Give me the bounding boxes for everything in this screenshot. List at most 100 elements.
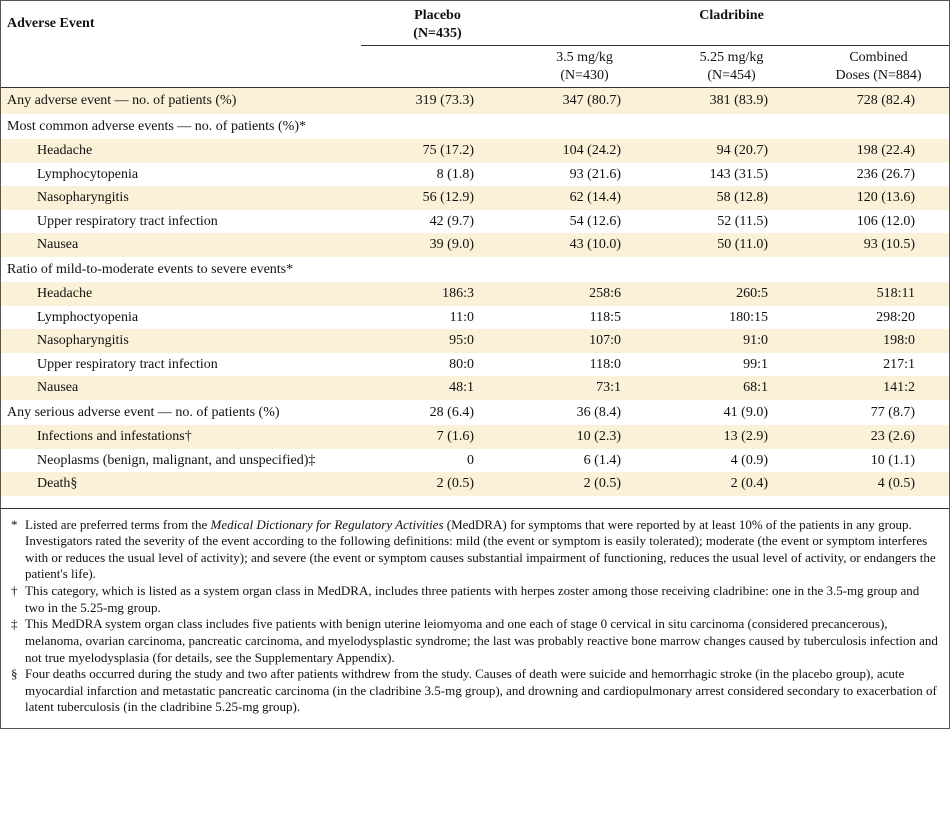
- row-any-sae: Any serious adverse event — no. of patie…: [1, 400, 949, 426]
- cell-dose525: 91:0: [655, 329, 802, 353]
- cell-dose525: 13 (2.9): [655, 425, 802, 449]
- cell-dose525: 99:1: [655, 353, 802, 377]
- cell-combined: 10 (1.1): [802, 449, 949, 473]
- header-combined: Combined Doses (N=884): [802, 46, 949, 88]
- cell-dose525: 2 (0.4): [655, 472, 802, 496]
- cell-label: Upper respiratory tract infection: [1, 210, 361, 234]
- footnotes: * Listed are preferred terms from the Me…: [1, 508, 949, 729]
- row-most-common-header: Most common adverse events — no. of pati…: [1, 114, 949, 140]
- cell-dose525: 68:1: [655, 376, 802, 400]
- footnote-dagger-text: This category, which is listed as a syst…: [25, 583, 939, 616]
- cell-dose525: 41 (9.0): [655, 400, 802, 426]
- cell-section-label: Ratio of mild-to-moderate events to seve…: [1, 257, 949, 283]
- cell-placebo: 80:0: [361, 353, 508, 377]
- cell-placebo: 28 (6.4): [361, 400, 508, 426]
- cell-label: Any serious adverse event — no. of patie…: [1, 400, 361, 426]
- cell-placebo: 39 (9.0): [361, 233, 508, 257]
- header-placebo-label: Placebo: [414, 8, 461, 23]
- cell-label: Infections and infestations†: [1, 425, 361, 449]
- header-adverse-event: Adverse Event: [1, 1, 361, 88]
- row-nasopharyngitis: Nasopharyngitis 56 (12.9) 62 (14.4) 58 (…: [1, 186, 949, 210]
- cell-placebo: 186:3: [361, 282, 508, 306]
- cell-dose525: 52 (11.5): [655, 210, 802, 234]
- cell-dose35: 118:5: [508, 306, 655, 330]
- cell-label: Death§: [1, 472, 361, 496]
- cell-placebo: 2 (0.5): [361, 472, 508, 496]
- header-dose35-label: 3.5 mg/kg: [556, 50, 613, 65]
- cell-dose35: 43 (10.0): [508, 233, 655, 257]
- row-infections: Infections and infestations† 7 (1.6) 10 …: [1, 425, 949, 449]
- table-body: Any adverse event — no. of patients (%) …: [1, 88, 949, 508]
- header-placebo-empty: [361, 46, 508, 88]
- cell-combined: 141:2: [802, 376, 949, 400]
- footnote-dagger: † This category, which is listed as a sy…: [11, 583, 939, 616]
- header-combined-label: Combined: [849, 50, 907, 65]
- header-dose35: 3.5 mg/kg (N=430): [508, 46, 655, 88]
- cell-placebo: 7 (1.6): [361, 425, 508, 449]
- cell-label: Headache: [1, 139, 361, 163]
- cell-combined: 4 (0.5): [802, 472, 949, 496]
- row-ratio-header: Ratio of mild-to-moderate events to seve…: [1, 257, 949, 283]
- cell-combined: 217:1: [802, 353, 949, 377]
- cell-dose525: 94 (20.7): [655, 139, 802, 163]
- cell-dose525: 180:15: [655, 306, 802, 330]
- cell-combined: 198 (22.4): [802, 139, 949, 163]
- row-ratio-urti: Upper respiratory tract infection 80:0 1…: [1, 353, 949, 377]
- cell-placebo: 42 (9.7): [361, 210, 508, 234]
- footnote-section-symbol: §: [11, 666, 25, 716]
- header-dose525-label: 5.25 mg/kg: [700, 50, 764, 65]
- row-death: Death§ 2 (0.5) 2 (0.5) 2 (0.4) 4 (0.5): [1, 472, 949, 496]
- cell-combined: 728 (82.4): [802, 88, 949, 114]
- cell-combined: 77 (8.7): [802, 400, 949, 426]
- cell-label: Nasopharyngitis: [1, 329, 361, 353]
- header-cladribine: Cladribine: [508, 1, 949, 46]
- footnote-section-text: Four deaths occurred during the study an…: [25, 666, 939, 716]
- cell-placebo: 0: [361, 449, 508, 473]
- cell-dose35: 6 (1.4): [508, 449, 655, 473]
- cell-combined: 120 (13.6): [802, 186, 949, 210]
- cell-label: Upper respiratory tract infection: [1, 353, 361, 377]
- cell-label: Lymphoctyopenia: [1, 306, 361, 330]
- row-lymphocytopenia: Lymphocytopenia 8 (1.8) 93 (21.6) 143 (3…: [1, 163, 949, 187]
- cell-dose525: 260:5: [655, 282, 802, 306]
- row-neoplasms: Neoplasms (benign, malignant, and unspec…: [1, 449, 949, 473]
- cell-combined: 23 (2.6): [802, 425, 949, 449]
- footnote-ddagger-symbol: ‡: [11, 616, 25, 666]
- cell-combined: 93 (10.5): [802, 233, 949, 257]
- row-ratio-lympho: Lymphoctyopenia 11:0 118:5 180:15 298:20: [1, 306, 949, 330]
- cell-combined: 198:0: [802, 329, 949, 353]
- footnote-ddagger-text: This MedDRA system organ class includes …: [25, 616, 939, 666]
- cell-dose35: 118:0: [508, 353, 655, 377]
- cell-dose525: 143 (31.5): [655, 163, 802, 187]
- cell-label: Any adverse event — no. of patients (%): [1, 88, 361, 114]
- cell-dose35: 54 (12.6): [508, 210, 655, 234]
- cell-dose35: 104 (24.2): [508, 139, 655, 163]
- cell-dose525: 58 (12.8): [655, 186, 802, 210]
- cell-dose35: 62 (14.4): [508, 186, 655, 210]
- cell-placebo: 319 (73.3): [361, 88, 508, 114]
- row-nausea: Nausea 39 (9.0) 43 (10.0) 50 (11.0) 93 (…: [1, 233, 949, 257]
- cell-dose35: 36 (8.4): [508, 400, 655, 426]
- row-ratio-nausea: Nausea 48:1 73:1 68:1 141:2: [1, 376, 949, 400]
- cell-dose35: 2 (0.5): [508, 472, 655, 496]
- cell-section-label: Most common adverse events — no. of pati…: [1, 114, 949, 140]
- cell-dose35: 107:0: [508, 329, 655, 353]
- cell-placebo: 48:1: [361, 376, 508, 400]
- cell-label: Nausea: [1, 376, 361, 400]
- footnote-dagger-symbol: †: [11, 583, 25, 616]
- row-spacer: [1, 496, 949, 508]
- cell-dose35: 73:1: [508, 376, 655, 400]
- adverse-events-table-page: Adverse Event Placebo (N=435) Cladribine…: [0, 0, 950, 729]
- cell-placebo: 11:0: [361, 306, 508, 330]
- cell-placebo: 75 (17.2): [361, 139, 508, 163]
- row-urti: Upper respiratory tract infection 42 (9.…: [1, 210, 949, 234]
- cell-placebo: 8 (1.8): [361, 163, 508, 187]
- cell-dose35: 258:6: [508, 282, 655, 306]
- header-placebo-n: (N=435): [413, 26, 461, 41]
- footnote-section: § Four deaths occurred during the study …: [11, 666, 939, 716]
- footnote-star: * Listed are preferred terms from the Me…: [11, 517, 939, 584]
- cell-placebo: 56 (12.9): [361, 186, 508, 210]
- cell-combined: 298:20: [802, 306, 949, 330]
- row-ratio-headache: Headache 186:3 258:6 260:5 518:11: [1, 282, 949, 306]
- cell-label: Nausea: [1, 233, 361, 257]
